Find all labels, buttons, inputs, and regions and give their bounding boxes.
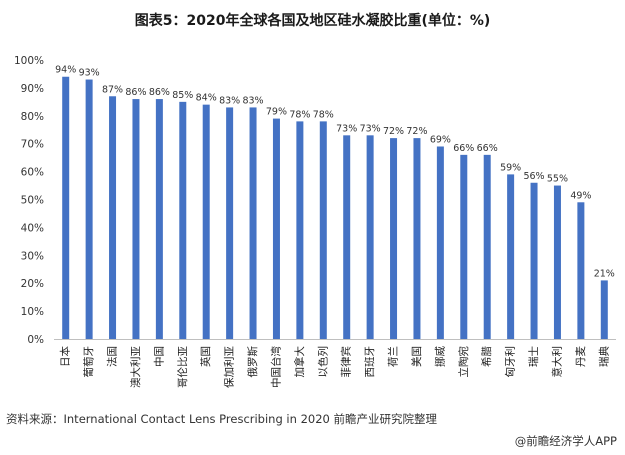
category-label: 菲律宾 <box>340 346 353 378</box>
category-label: 丹麦 <box>575 346 587 367</box>
data-label: 93% <box>79 68 100 79</box>
data-label: 94% <box>55 65 76 76</box>
bar <box>530 182 538 339</box>
data-label: 84% <box>196 93 217 104</box>
bar <box>109 96 117 340</box>
bar <box>553 185 561 339</box>
category-label: 中国台湾 <box>269 346 282 388</box>
source-note: 资料来源：International Contact Lens Prescrib… <box>6 412 437 426</box>
y-tick-label: 0% <box>27 334 44 346</box>
bar <box>132 99 140 339</box>
bar <box>319 121 327 339</box>
y-tick-label: 50% <box>21 195 44 207</box>
bar <box>577 202 585 339</box>
data-label: 87% <box>102 84 123 95</box>
data-label: 83% <box>219 95 240 106</box>
bar <box>272 118 280 339</box>
category-label: 瑞典 <box>597 346 610 367</box>
data-label: 78% <box>313 109 334 120</box>
bar <box>179 101 187 339</box>
data-label: 86% <box>125 87 146 98</box>
data-label: 79% <box>266 107 287 118</box>
bar <box>366 135 374 339</box>
data-label: 66% <box>477 143 498 154</box>
category-label: 瑞士 <box>527 346 540 367</box>
bar <box>483 154 491 339</box>
bar <box>202 104 210 339</box>
app-credit: @前瞻经济学人APP <box>514 434 617 448</box>
category-label: 保加利亚 <box>223 346 236 388</box>
bar <box>62 76 70 340</box>
y-tick-label: 20% <box>21 278 44 290</box>
y-tick-label: 40% <box>21 222 44 234</box>
category-label: 哥伦比亚 <box>176 346 189 388</box>
data-label: 78% <box>289 109 310 120</box>
category-label: 立陶宛 <box>457 346 470 378</box>
bar <box>296 121 304 339</box>
data-label: 72% <box>383 126 404 137</box>
data-label: 55% <box>547 174 568 185</box>
bar <box>226 107 234 340</box>
category-label: 意大利 <box>550 346 563 378</box>
category-label: 英国 <box>199 346 212 367</box>
category-label: 荷兰 <box>387 346 400 367</box>
data-label: 66% <box>453 143 474 154</box>
bar <box>460 154 468 339</box>
bar <box>436 146 444 339</box>
bar <box>85 79 93 339</box>
bar <box>155 99 163 339</box>
bar <box>600 280 608 339</box>
y-tick-label: 80% <box>21 111 44 123</box>
y-tick-label: 100% <box>14 55 44 67</box>
data-label: 85% <box>172 90 193 101</box>
data-label: 21% <box>594 268 615 279</box>
data-label: 86% <box>149 87 170 98</box>
data-label: 56% <box>523 171 544 182</box>
category-label: 日本 <box>59 346 72 367</box>
category-label: 法国 <box>106 346 119 367</box>
data-label: 72% <box>406 126 427 137</box>
y-tick-label: 10% <box>21 306 44 318</box>
category-label: 匈牙利 <box>504 346 517 378</box>
chart-title: 图表5：2020年全球各国及地区硅水凝胶比重(单位：%) <box>134 13 491 29</box>
data-label: 59% <box>500 162 521 173</box>
bar <box>507 174 515 339</box>
bar <box>343 135 351 339</box>
category-label: 俄罗斯 <box>246 346 259 378</box>
category-label: 加拿大 <box>293 346 306 378</box>
category-label: 中国 <box>152 346 165 367</box>
category-label: 挪威 <box>433 346 446 367</box>
y-tick-label: 30% <box>21 250 44 262</box>
category-label: 澳大利亚 <box>129 346 142 388</box>
y-tick-label: 70% <box>21 139 44 151</box>
bar <box>413 138 421 339</box>
category-label: 葡萄牙 <box>82 346 95 378</box>
category-label: 美国 <box>410 346 423 367</box>
category-label: 以色列 <box>316 346 329 378</box>
y-tick-label: 90% <box>21 83 44 95</box>
y-tick-label: 60% <box>21 167 44 179</box>
bar <box>390 138 398 339</box>
data-label: 73% <box>360 123 381 134</box>
bar <box>249 107 257 340</box>
data-label: 49% <box>570 190 591 201</box>
category-label: 希腊 <box>480 346 493 367</box>
data-label: 83% <box>242 95 263 106</box>
data-label: 73% <box>336 123 357 134</box>
category-label: 西班牙 <box>364 346 376 378</box>
data-label: 69% <box>430 134 451 145</box>
